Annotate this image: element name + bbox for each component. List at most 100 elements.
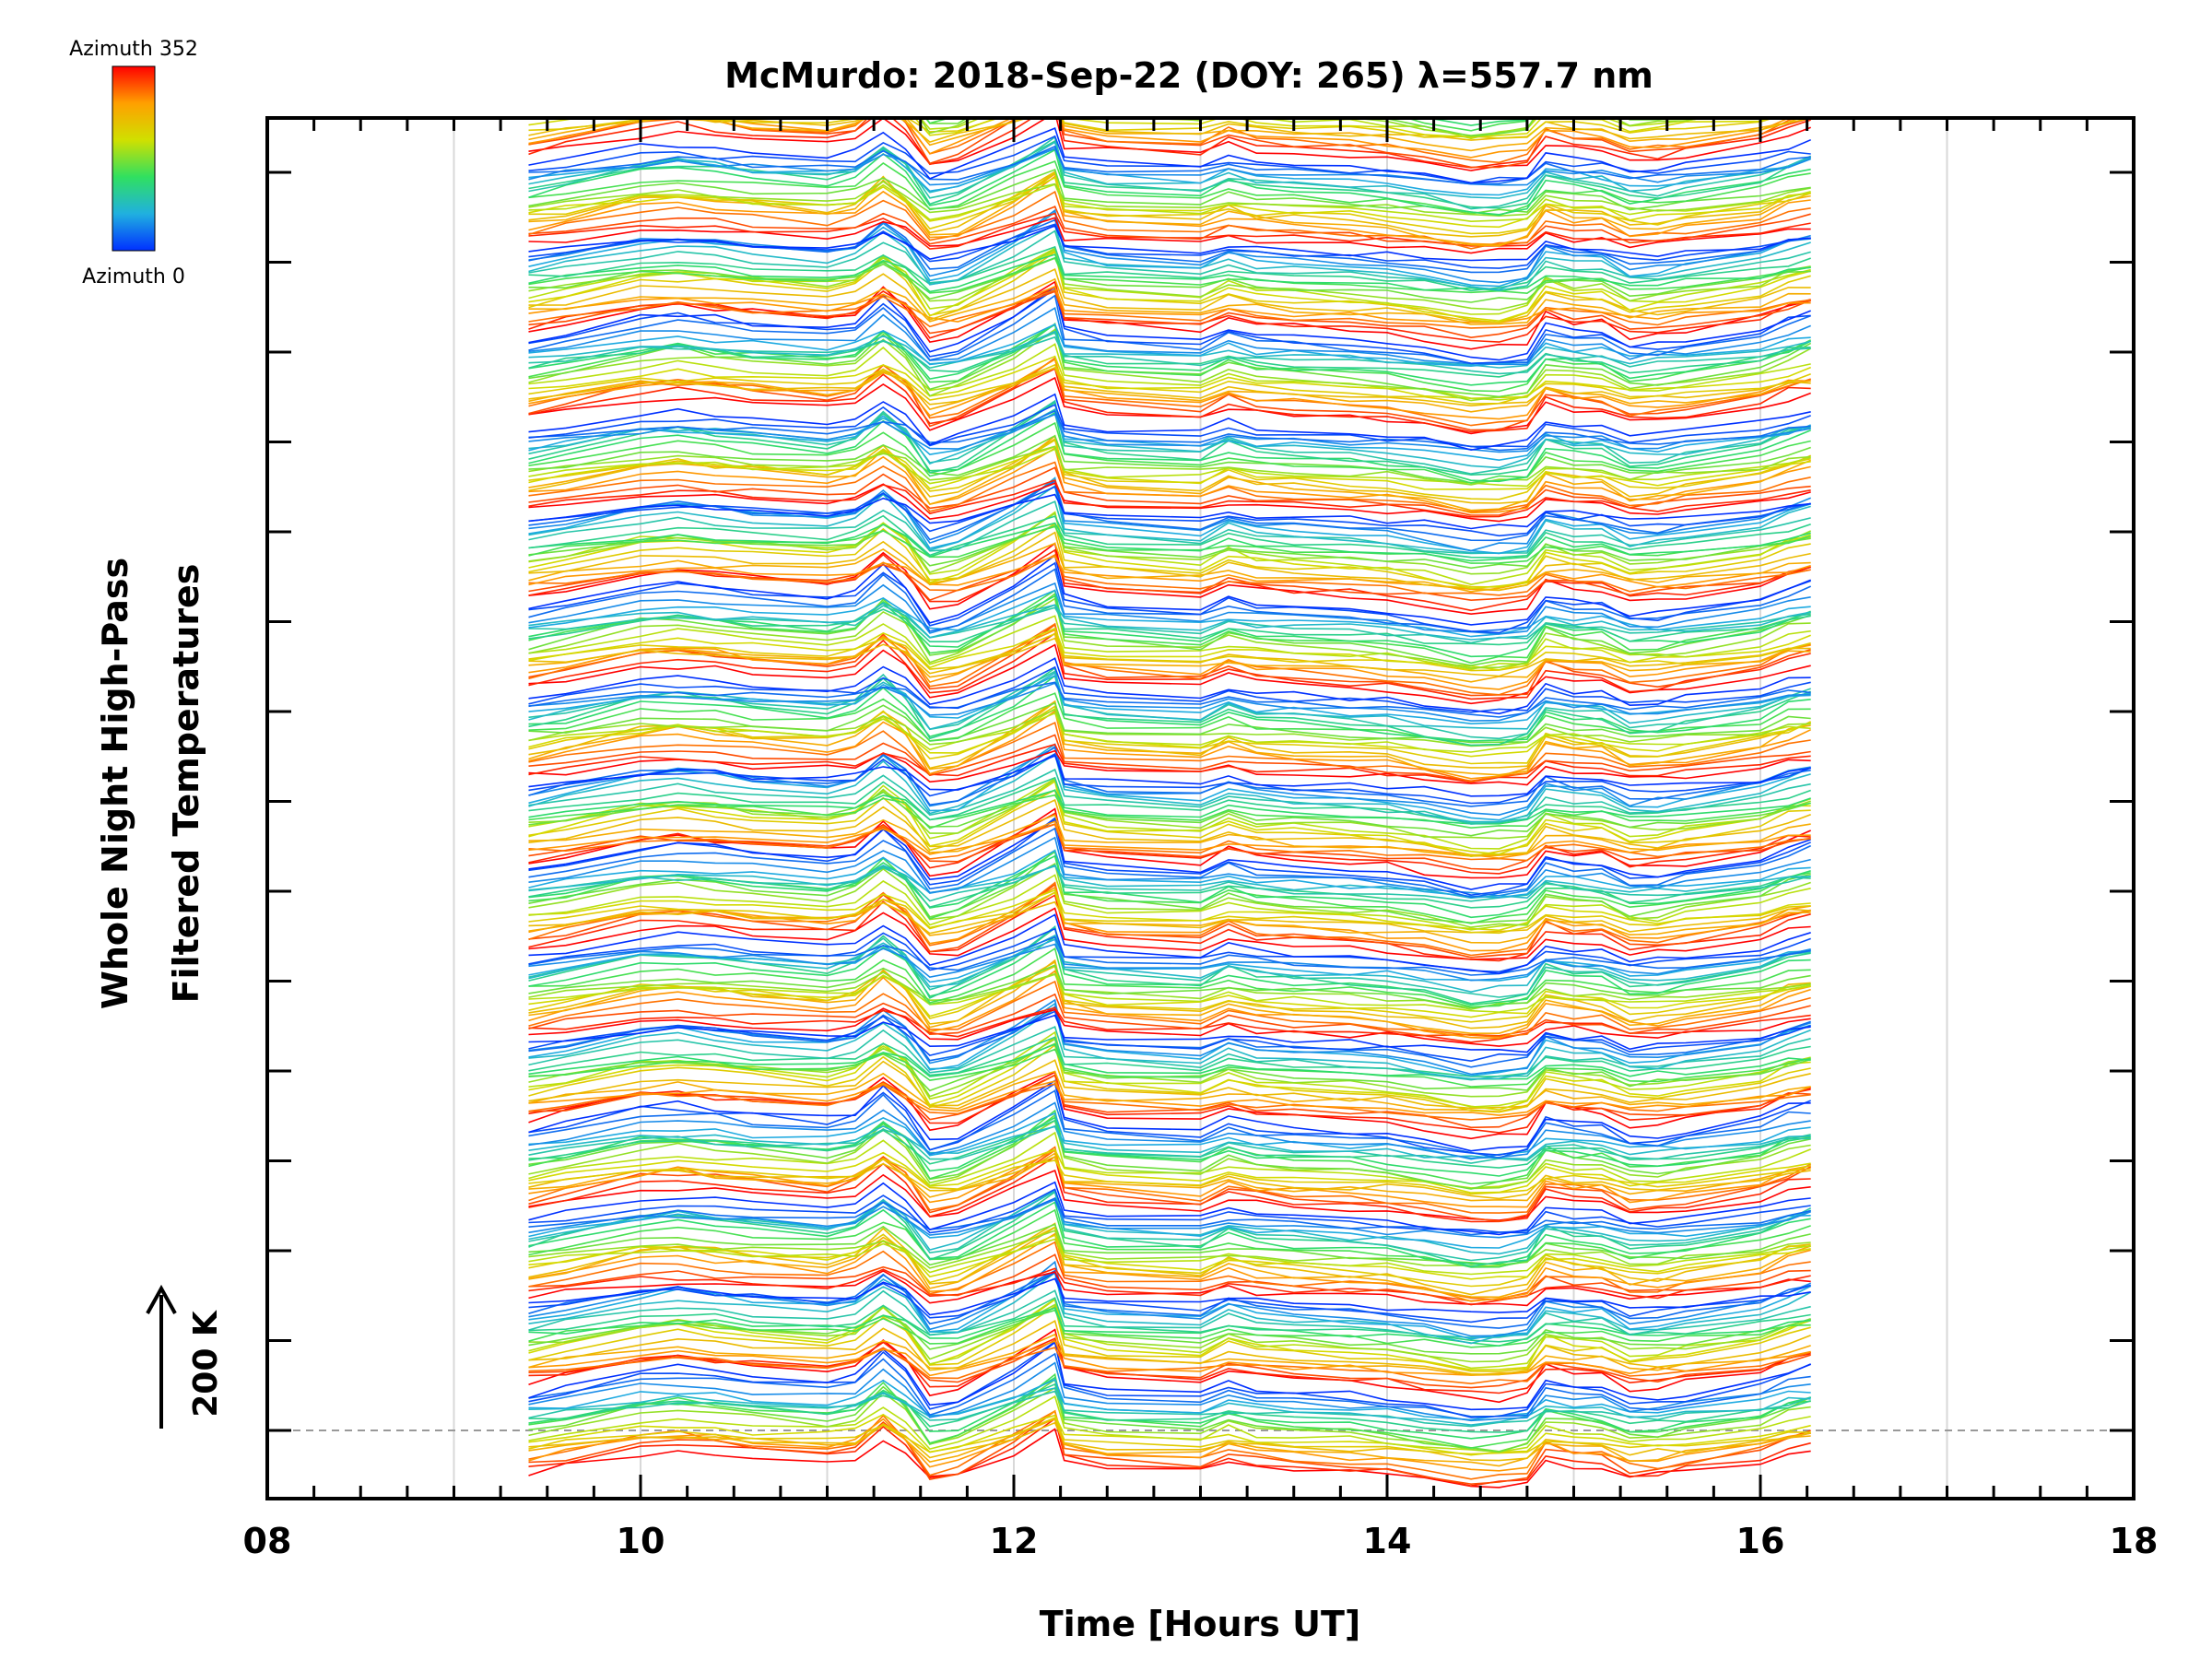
x-tick-label: 14: [1363, 1521, 1412, 1561]
series-line: [529, 0, 1811, 9]
series-line: [528, 643, 1811, 705]
series-line: [528, 512, 1812, 575]
series-line: [528, 461, 1811, 512]
series-line: [528, 277, 1811, 325]
series-line: [528, 183, 1811, 223]
series-line: [528, 413, 1812, 462]
series-line: [529, 0, 1811, 15]
series-line: [528, 434, 1812, 512]
colorbar-gradient: [112, 65, 156, 252]
series-line: [528, 1188, 1811, 1234]
series-line: [528, 1059, 1811, 1110]
series-line: [528, 218, 1811, 274]
series-line: [528, 1043, 1811, 1080]
series-line: [528, 393, 1811, 452]
series-line: [528, 139, 1812, 209]
series-line: [528, 597, 1811, 669]
series-line: [528, 629, 1811, 690]
chart-title: McMurdo: 2018-Sep-22 (DOY: 265) λ=557.7 …: [724, 55, 1653, 96]
series-line: [528, 721, 1811, 782]
colorbar-top-label: Azimuth 352: [69, 38, 198, 61]
series-line: [528, 1042, 1811, 1092]
series-line: [528, 670, 1811, 740]
series-line: [528, 1409, 1811, 1486]
series-line: [528, 823, 1811, 871]
series-line: [528, 286, 1811, 343]
series-line: [528, 118, 1811, 169]
series-line: [528, 827, 1812, 899]
series-line: [528, 355, 1812, 400]
series-line: [528, 705, 1812, 765]
series-line: [528, 366, 1811, 407]
x-tick-label: 10: [617, 1521, 665, 1561]
series-line: [529, 0, 1811, 25]
series-line: [528, 1328, 1811, 1404]
series-line: [529, 0, 1811, 50]
series-line: [529, 2, 1811, 59]
series-line: [528, 589, 1811, 638]
series-line: [528, 1298, 1811, 1370]
series-line: [528, 280, 1811, 350]
series-group: [528, 0, 1812, 1488]
series-line: [529, 0, 1811, 33]
series-line: [528, 814, 1811, 857]
series-line: [528, 777, 1811, 850]
series-line: [528, 1191, 1811, 1267]
series-line: [528, 1146, 1812, 1214]
series-line: [528, 973, 1811, 1013]
series-line: [528, 823, 1811, 862]
series-line: [528, 1169, 1811, 1221]
series-line: [528, 743, 1812, 821]
series-line: [528, 1253, 1811, 1302]
series-line: [528, 479, 1812, 552]
series-line: [528, 1197, 1811, 1236]
series-line: [528, 934, 1811, 994]
series-line: [529, 19, 1811, 59]
series-line: [528, 865, 1811, 900]
series-line: [528, 290, 1811, 339]
scale-bar-label: 200 K: [187, 1310, 225, 1418]
series-line: [528, 734, 1811, 782]
series-line: [528, 1010, 1811, 1063]
series-line: [528, 1119, 1811, 1169]
series-line: [528, 623, 1811, 697]
series-line: [529, 0, 1811, 21]
series-line: [528, 493, 1811, 530]
series-line: [528, 854, 1811, 919]
series-line: [528, 343, 1811, 401]
series-line: [528, 118, 1811, 143]
series-line: [528, 1208, 1811, 1268]
series-line: [528, 776, 1811, 824]
series-line: [528, 692, 1811, 747]
series-line: [528, 445, 1811, 486]
series-line: [528, 1428, 1811, 1488]
series-line: [528, 247, 1811, 311]
series-line: [528, 681, 1811, 718]
series-line: [528, 404, 1811, 448]
series-line: [528, 434, 1811, 484]
y-axis-label-line1: Whole Night High-Pass: [95, 558, 135, 1009]
series-line: [528, 1190, 1811, 1255]
series-line: [528, 671, 1811, 731]
series-line: [528, 180, 1811, 218]
series-line: [528, 1394, 1811, 1453]
series-line: [528, 484, 1811, 555]
series-line: [528, 794, 1811, 830]
series-line: [528, 592, 1811, 666]
scale-bar-arrowhead: [146, 1284, 177, 1314]
series-line: [528, 172, 1811, 247]
series-line: [528, 171, 1811, 235]
series-line: [528, 229, 1811, 292]
series-line: [528, 118, 1811, 169]
series-line: [528, 322, 1812, 398]
series-line: [528, 864, 1811, 909]
series-line: [529, 0, 1811, 38]
series-line: [528, 306, 1812, 366]
series-line: [528, 1201, 1811, 1265]
series-line: [528, 700, 1811, 770]
series-line: [528, 555, 1811, 602]
series-line: [528, 589, 1811, 665]
series-line: [528, 1269, 1811, 1307]
series-line: [528, 367, 1811, 413]
